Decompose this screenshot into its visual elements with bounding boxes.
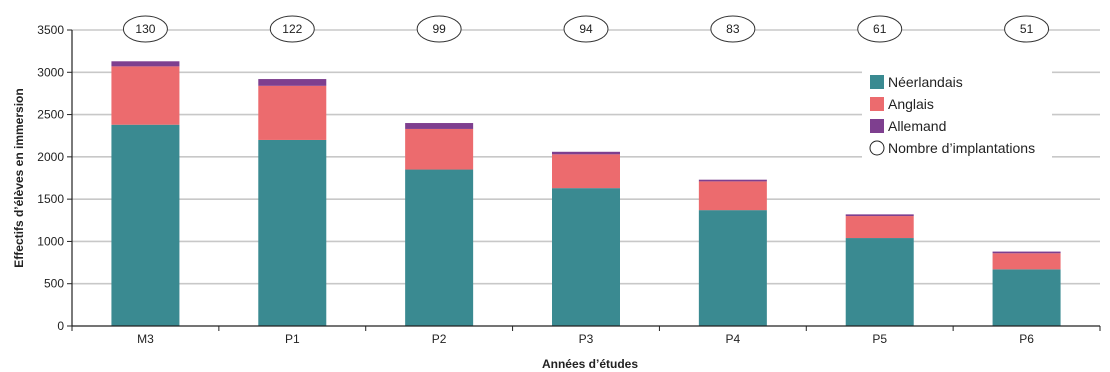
bar-allemand-m3 (111, 61, 180, 67)
bar-allemand-p3 (552, 151, 620, 155)
y-axis-title: Effectifs d’élèves en immersion (12, 88, 26, 267)
bar-allemand-p1 (258, 79, 327, 86)
legend-label: Allemand (888, 118, 946, 134)
bar-anglais-p5 (845, 216, 914, 239)
bar-n-erlandais-p5 (845, 238, 914, 326)
implantation-circle (122, 15, 168, 43)
implantation-circle (416, 15, 462, 43)
y-tick-label: 2000 (37, 150, 64, 164)
x-tick-label: P2 (432, 332, 447, 346)
x-tick-label: P4 (726, 332, 741, 346)
legend-label: Néerlandais (888, 74, 963, 90)
bar-anglais-p2 (405, 128, 474, 170)
implantation-count: 130 (135, 22, 155, 36)
implantation-circle (269, 15, 315, 43)
implantation-count: 51 (1020, 22, 1034, 36)
legend: Néerlandais Anglais Allemand Nombre d’impla… (862, 68, 1052, 164)
bar-n-erlandais-m3 (111, 124, 180, 326)
axes: 0 500 1000 1500 2000 2500 3000 3500 M3 P1 P2 P3 P4 P5… (37, 23, 1101, 346)
legend-label: Nombre d’implantations (888, 140, 1035, 156)
implantation-circle (857, 15, 903, 43)
implantation-circle (563, 15, 609, 43)
x-tick-label: P5 (872, 332, 887, 346)
x-tick-label: P1 (285, 332, 300, 346)
implantation-counts: 130 122 99 94 83 61 51 (122, 15, 1050, 43)
bar-anglais-m3 (111, 66, 180, 125)
bar-n-erlandais-p6 (992, 269, 1061, 326)
bar-anglais-p3 (552, 154, 620, 189)
bar-anglais-p6 (992, 253, 1061, 270)
implantation-count: 83 (726, 22, 740, 36)
implantation-count: 61 (873, 22, 887, 36)
bar-allemand-p6 (992, 251, 1061, 254)
implantation-count: 122 (282, 22, 302, 36)
bar-anglais-p4 (698, 181, 767, 211)
legend-swatch (870, 119, 884, 133)
y-tick-label: 3500 (37, 23, 64, 37)
y-tick-label: 2500 (37, 108, 64, 122)
x-axis-title: Années d’études (542, 357, 638, 371)
x-tick-label: P6 (1019, 332, 1034, 346)
bar-n-erlandais-p3 (552, 188, 620, 326)
bar-allemand-p4 (698, 179, 767, 182)
legend-swatch (870, 75, 884, 89)
x-tick-label: P3 (579, 332, 594, 346)
x-tick-label: M3 (137, 332, 154, 346)
bar-n-erlandais-p2 (405, 169, 474, 326)
implantation-circle (1004, 15, 1050, 43)
legend-label: Anglais (888, 96, 934, 112)
bar-n-erlandais-p1 (258, 139, 327, 326)
bars (111, 61, 1061, 326)
bar-allemand-p2 (405, 123, 474, 129)
implantation-circle (710, 15, 756, 43)
legend-swatch-implantations (869, 140, 885, 156)
bar-allemand-p5 (845, 214, 914, 217)
legend-background (862, 68, 1052, 164)
implantation-count: 99 (432, 22, 446, 36)
y-tick-label: 0 (57, 319, 64, 333)
y-tick-label: 3000 (37, 65, 64, 79)
implantation-count: 94 (579, 22, 593, 36)
bar-n-erlandais-p4 (698, 210, 767, 326)
y-tick-label: 500 (44, 277, 64, 291)
y-tick-label: 1000 (37, 234, 64, 248)
y-tick-label: 1500 (37, 192, 64, 206)
legend-swatch (870, 97, 884, 111)
bar-anglais-p1 (258, 85, 327, 140)
